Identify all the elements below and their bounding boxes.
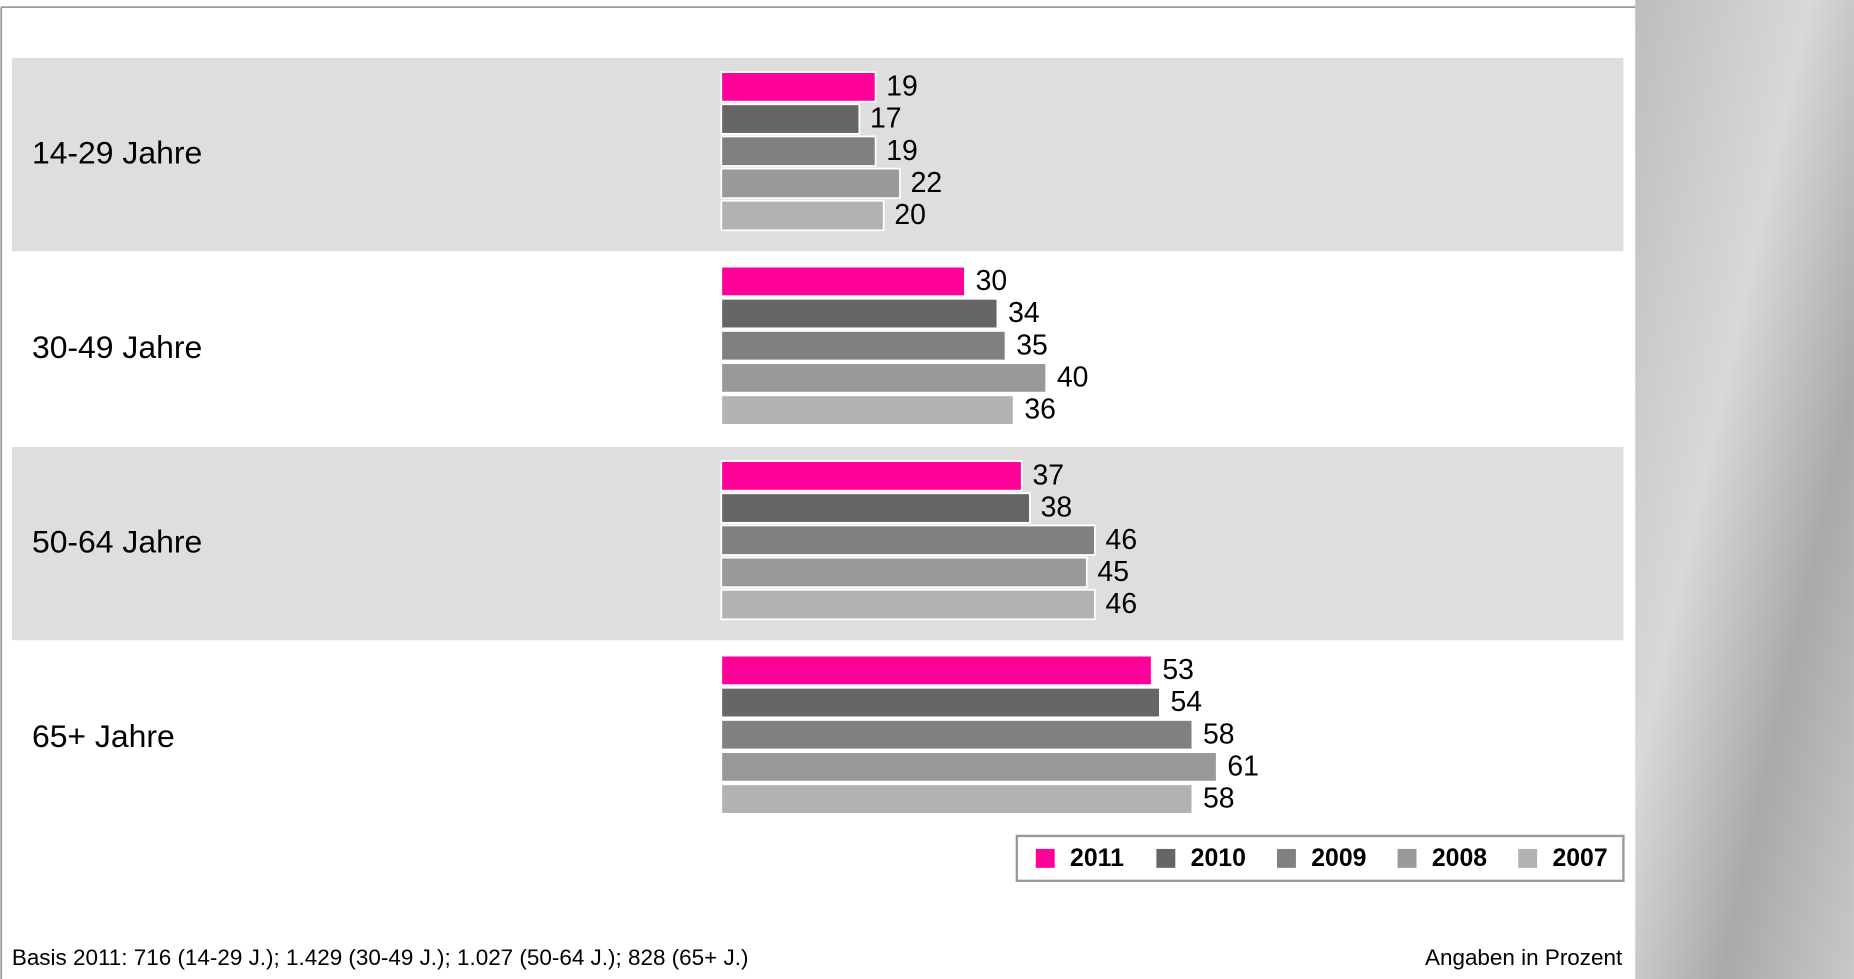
bar xyxy=(720,103,861,135)
bar xyxy=(720,135,877,167)
value-label: 61 xyxy=(1227,751,1259,783)
bar xyxy=(720,199,885,232)
bar xyxy=(720,297,999,330)
legend-swatch xyxy=(1518,848,1538,868)
value-label: 37 xyxy=(1032,460,1064,492)
category-label: 65+ Jahre xyxy=(32,718,175,754)
legend-swatch xyxy=(1156,848,1176,868)
legend-label: 2009 xyxy=(1311,845,1366,872)
value-label: 19 xyxy=(886,71,918,103)
value-label: 36 xyxy=(1024,394,1056,426)
value-label: 46 xyxy=(1106,588,1138,620)
value-label: 45 xyxy=(1097,556,1129,588)
bar xyxy=(720,71,877,103)
legend-label: 2008 xyxy=(1432,845,1487,872)
bar xyxy=(720,524,1096,556)
category-label: 30-49 Jahre xyxy=(32,329,202,365)
legend-swatch xyxy=(1035,848,1055,868)
value-label: 35 xyxy=(1016,329,1048,361)
legend-label: 2011 xyxy=(1070,845,1124,872)
side-image xyxy=(1635,0,1854,979)
value-label: 34 xyxy=(1008,297,1040,329)
bar xyxy=(720,719,1194,751)
bar xyxy=(720,330,1007,362)
value-label: 40 xyxy=(1057,362,1089,394)
bar xyxy=(720,783,1194,815)
unit-note: Angaben in Prozent xyxy=(1425,945,1623,970)
value-label: 58 xyxy=(1203,718,1235,750)
legend-swatch xyxy=(1397,848,1417,868)
legend-swatch xyxy=(1276,848,1296,868)
bar xyxy=(720,588,1096,621)
bar xyxy=(720,265,966,298)
footnote: Basis 2011: 716 (14-29 J.); 1.429 (30-49… xyxy=(12,945,749,970)
bar xyxy=(720,556,1088,589)
value-label: 58 xyxy=(1203,783,1235,815)
bar xyxy=(720,394,1015,426)
bar xyxy=(720,460,1023,492)
value-label: 22 xyxy=(911,167,943,199)
category-label: 14-29 Jahre xyxy=(32,135,202,171)
legend-label: 2010 xyxy=(1191,845,1246,872)
value-label: 53 xyxy=(1162,654,1194,686)
bar xyxy=(720,751,1218,783)
bar xyxy=(720,686,1161,719)
value-label: 20 xyxy=(894,199,926,231)
category-label: 50-64 Jahre xyxy=(32,524,202,560)
bar xyxy=(720,167,901,200)
bar xyxy=(720,492,1031,524)
bar xyxy=(720,362,1048,394)
value-label: 46 xyxy=(1106,524,1138,556)
value-label: 19 xyxy=(886,135,918,167)
value-label: 30 xyxy=(976,265,1008,297)
legend-label: 2007 xyxy=(1552,845,1607,872)
value-label: 17 xyxy=(870,103,902,135)
value-label: 54 xyxy=(1171,686,1203,718)
bar xyxy=(720,654,1153,687)
value-label: 38 xyxy=(1041,492,1073,524)
